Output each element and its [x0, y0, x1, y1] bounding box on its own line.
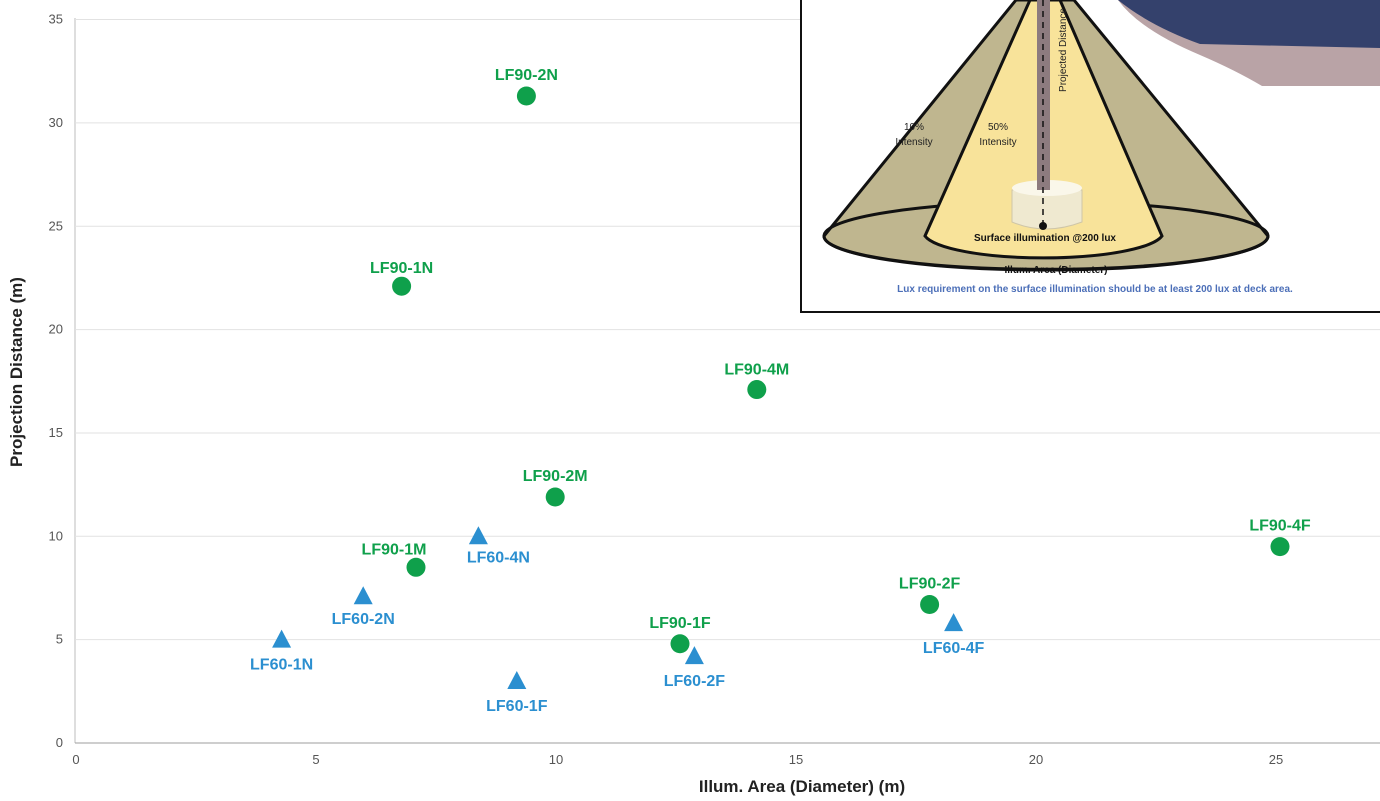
y-tick-label: 25	[49, 218, 63, 233]
inset-base-plate	[1011, 189, 1083, 230]
inset-10pct-intensity: Intensity	[895, 137, 932, 148]
data-label: LF60-4F	[923, 640, 985, 657]
data-label: LF90-2N	[495, 67, 558, 84]
tick-labels: 0 5 10 15 20 25 30 35 0 5 10 15 20 25	[49, 12, 1284, 767]
x-axis-title: Illum. Area (Diameter) (m)	[699, 777, 905, 796]
data-label: LF90-1N	[370, 260, 433, 277]
data-label: LF60-1N	[250, 657, 313, 674]
x-tick-label: 0	[72, 752, 79, 767]
inset-surface-label: Surface illumination @200 lux	[974, 233, 1116, 244]
inset-10pct: 10%	[904, 122, 924, 133]
inset-illustration: Projected Distance 10% Intensity 50% Int…	[800, 0, 1380, 313]
inset-projected-distance: Projected Distance	[1058, 8, 1069, 92]
inset-pole	[1037, 0, 1050, 190]
data-points: LF90-2N LF90-1N LF90-4M LF90-2M LF90-1M LF90-…	[250, 67, 1311, 715]
x-tick-label: 25	[1269, 752, 1283, 767]
x-tick-label: 5	[312, 752, 319, 767]
data-label: LF90-4M	[724, 362, 789, 379]
data-point-triangle	[944, 613, 964, 632]
x-tick-label: 10	[549, 752, 563, 767]
data-point-circle	[670, 634, 690, 654]
x-tick-label: 15	[789, 752, 803, 767]
data-point-triangle	[272, 629, 292, 648]
data-point-circle	[516, 86, 536, 106]
data-point-circle	[920, 595, 940, 615]
inset-center-dot	[1039, 222, 1047, 230]
data-label: LF90-2F	[899, 576, 961, 593]
data-label: LF90-4F	[1249, 518, 1311, 535]
data-label: LF90-1M	[362, 541, 427, 558]
data-label: LF60-1F	[486, 698, 548, 715]
data-point-circle	[545, 487, 565, 507]
data-label: LF90-1F	[649, 615, 711, 632]
inset-50pct-intensity: Intensity	[979, 137, 1016, 148]
x-tick-label: 20	[1029, 752, 1043, 767]
data-point-triangle	[353, 586, 373, 605]
data-point-circle	[406, 557, 426, 577]
inset-axis-caption: Illum. Area (Diameter)	[1005, 265, 1108, 276]
y-tick-label: 15	[49, 425, 63, 440]
inset-50pct: 50%	[988, 122, 1008, 133]
inset-note: Lux requirement on the surface illuminat…	[897, 284, 1293, 295]
data-point-circle	[747, 380, 767, 400]
y-tick-label: 20	[49, 322, 63, 337]
y-tick-label: 5	[56, 632, 63, 647]
y-tick-label: 0	[56, 735, 63, 750]
data-point-circle	[1270, 537, 1290, 557]
data-point-triangle	[684, 646, 704, 665]
y-axis-title: Projection Distance (m)	[7, 277, 26, 467]
data-label: LF60-2N	[332, 611, 395, 628]
y-tick-label: 35	[49, 12, 63, 27]
data-label: LF60-4N	[467, 549, 530, 566]
y-tick-label: 10	[49, 528, 63, 543]
y-tick-label: 30	[49, 115, 63, 130]
data-label: LF90-2M	[523, 468, 588, 485]
data-point-triangle	[507, 670, 527, 689]
data-point-triangle	[468, 526, 488, 545]
inset-vessel-shape-dark	[1118, 0, 1380, 48]
data-point-circle	[392, 276, 412, 296]
data-label: LF60-2F	[664, 673, 726, 690]
